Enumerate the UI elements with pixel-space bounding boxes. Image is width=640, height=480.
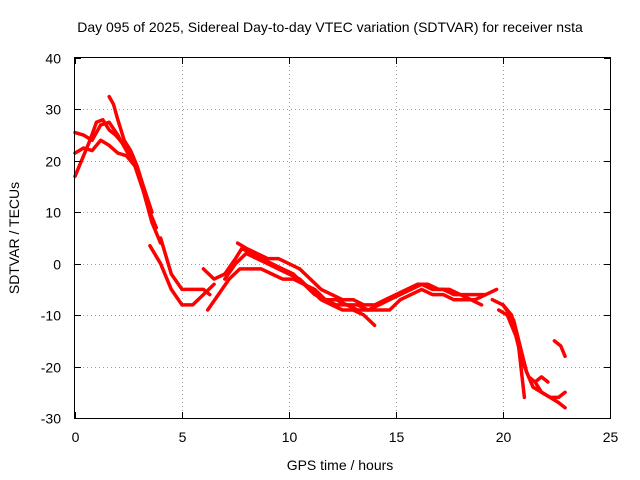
series-line-trace-4 [107, 94, 159, 230]
y-tick-label: -30 [41, 411, 61, 427]
series-line-trace-5 [148, 243, 216, 307]
series-line-trace-15 [552, 339, 567, 359]
y-tick-label: 30 [45, 102, 61, 118]
series-line-trace-12 [496, 308, 550, 384]
data-series [73, 94, 567, 410]
series-line-trace-14 [533, 380, 567, 400]
series-line-trace-9 [223, 251, 377, 328]
x-axis: 0 5 10 15 20 25 [72, 58, 619, 445]
y-tick-label: 20 [45, 154, 61, 170]
y-tick-label: -10 [41, 308, 61, 324]
series-line-trace-13 [501, 303, 527, 400]
series-line-trace-1 [73, 120, 163, 245]
x-tick-label: 5 [179, 429, 187, 445]
y-tick-label: 0 [53, 257, 61, 273]
y-tick-label: 10 [45, 205, 61, 221]
y-axis: -30 -20 -10 0 10 20 30 40 [41, 51, 610, 427]
y-tick-label: -20 [41, 360, 61, 376]
series-line-trace-3 [73, 117, 150, 204]
x-axis-label: GPS time / hours [287, 457, 394, 473]
x-tick-label: 20 [496, 429, 512, 445]
x-tick-label: 10 [282, 429, 298, 445]
x-tick-label: 25 [603, 429, 619, 445]
series-line-trace-6 [158, 236, 212, 297]
plot-frame [74, 57, 611, 419]
x-tick-label: 0 [72, 429, 80, 445]
x-tick-label: 15 [389, 429, 405, 445]
y-axis-label: SDTVAR / TECUs [6, 182, 22, 294]
series-line-trace-8 [205, 267, 488, 312]
chart-title: Day 095 of 2025, Sidereal Day-to-day VTE… [77, 19, 583, 35]
series-line-trace-10 [235, 241, 484, 307]
grid-lines [75, 58, 610, 418]
y-tick-label: 40 [45, 51, 61, 67]
